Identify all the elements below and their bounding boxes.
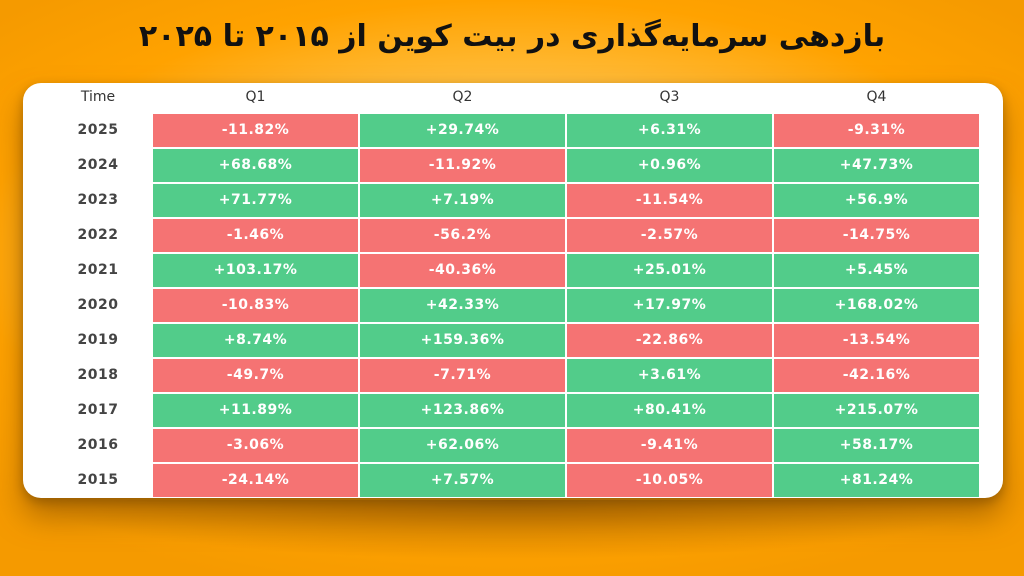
return-cell: +7.57% [360,464,565,497]
column-header-q2: Q2 [452,89,473,105]
return-cell: -49.7% [153,359,358,392]
row-year-label: 2020 [77,297,119,313]
return-cell: +47.73% [774,149,979,182]
card-shadow [30,500,994,560]
return-cell: -9.31% [774,114,979,147]
return-cell: -22.86% [567,324,772,357]
row-year-label: 2023 [77,192,119,208]
column-header-q3: Q3 [659,89,680,105]
returns-table: Time Q1 Q2 Q3 Q4 2025 -11.82% +29.74% +6.31% -9.… [23,83,1003,498]
return-cell: -10.83% [153,289,358,322]
time-column-header: Time [80,89,116,105]
return-cell: -9.41% [567,429,772,462]
return-cell: +5.45% [774,254,979,287]
return-cell: -14.75% [774,219,979,252]
return-cell: -1.46% [153,219,358,252]
return-cell: -2.57% [567,219,772,252]
row-year-label: 2025 [77,122,119,138]
return-cell: +6.31% [567,114,772,147]
return-cell: -40.36% [360,254,565,287]
return-cell: +29.74% [360,114,565,147]
row-year-label: 2017 [77,402,119,418]
column-header-q4: Q4 [866,89,887,105]
column-header-q1: Q1 [245,89,266,105]
return-cell: -24.14% [153,464,358,497]
return-cell: +17.97% [567,289,772,322]
return-cell: -3.06% [153,429,358,462]
return-cell: -13.54% [774,324,979,357]
return-cell: +3.61% [567,359,772,392]
row-year-label: 2022 [77,227,119,243]
return-cell: +62.06% [360,429,565,462]
return-cell: +68.68% [153,149,358,182]
row-year-label: 2019 [77,332,119,348]
return-cell: -11.82% [153,114,358,147]
return-cell: +58.17% [774,429,979,462]
return-cell: +215.07% [774,394,979,427]
return-cell: -10.05% [567,464,772,497]
return-cell: +123.86% [360,394,565,427]
page-title: بازدهی سرمایه‌گذاری در بیت کوین از ۲۰۱۵ … [138,19,886,54]
return-cell: +8.74% [153,324,358,357]
return-cell: +80.41% [567,394,772,427]
return-cell: +11.89% [153,394,358,427]
return-cell: -11.54% [567,184,772,217]
return-cell: +168.02% [774,289,979,322]
return-cell: +81.24% [774,464,979,497]
return-cell: +42.33% [360,289,565,322]
return-cell: +0.96% [567,149,772,182]
return-cell: +71.77% [153,184,358,217]
row-year-label: 2021 [77,262,119,278]
return-cell: +7.19% [360,184,565,217]
row-year-label: 2016 [77,437,119,453]
return-cell: -42.16% [774,359,979,392]
return-cell: +103.17% [153,254,358,287]
return-cell: +25.01% [567,254,772,287]
row-year-label: 2015 [77,472,119,488]
row-year-label: 2018 [77,367,119,383]
return-cell: -56.2% [360,219,565,252]
return-cell: -11.92% [360,149,565,182]
return-cell: +56.9% [774,184,979,217]
returns-table-card: Time Q1 Q2 Q3 Q4 2025 -11.82% +29.74% +6.31% -9.… [23,83,1003,498]
return-cell: +159.36% [360,324,565,357]
row-year-label: 2024 [77,157,119,173]
return-cell: -7.71% [360,359,565,392]
